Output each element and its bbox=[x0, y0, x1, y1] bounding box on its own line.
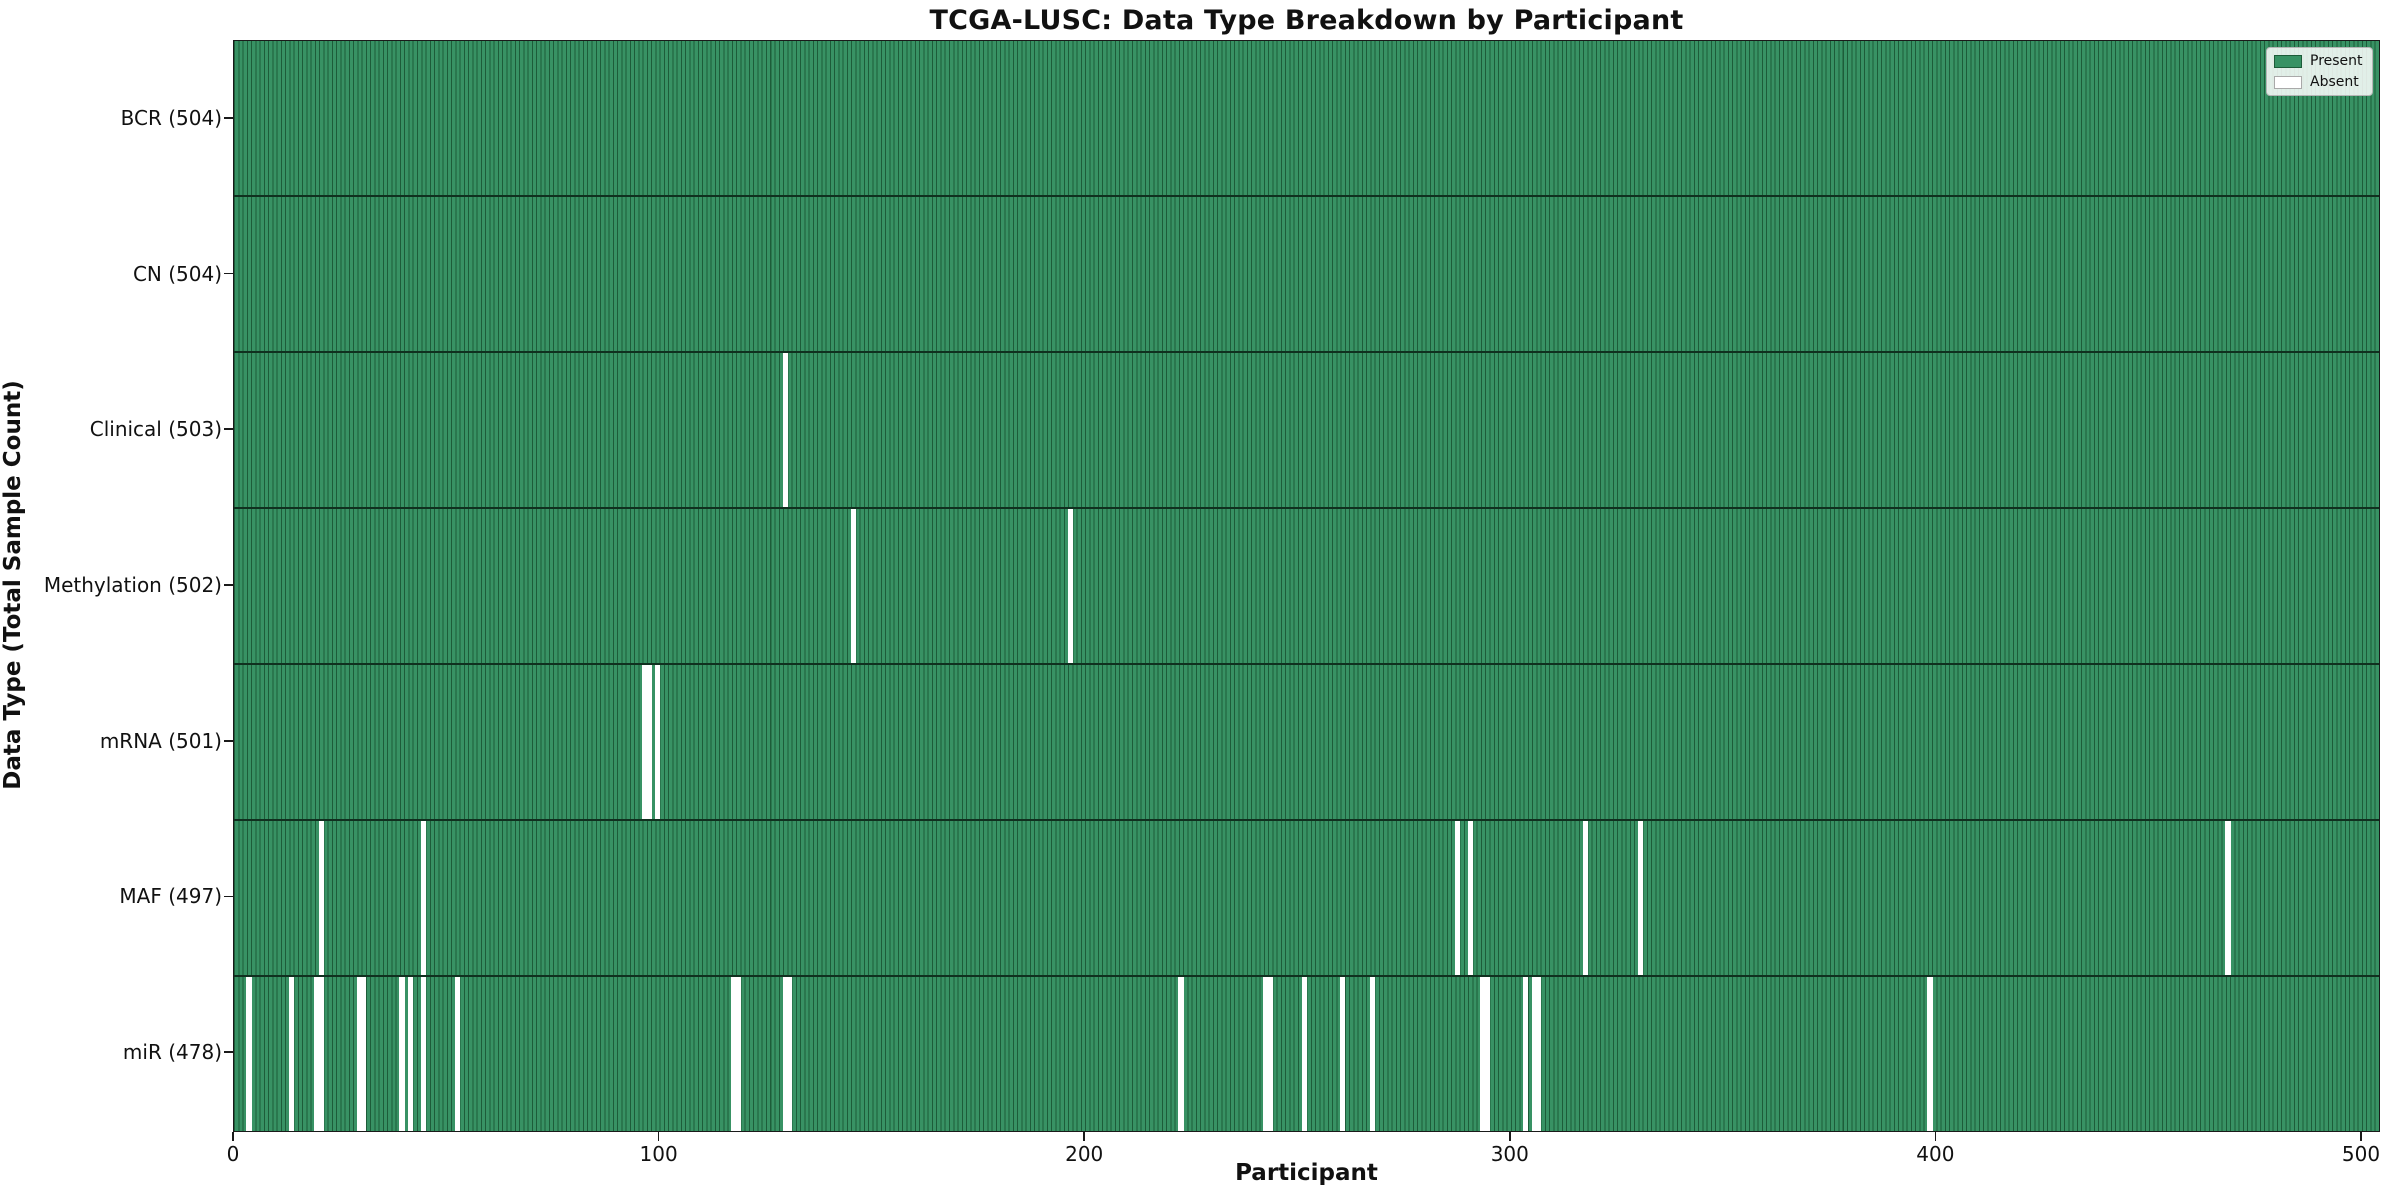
absent-stripe bbox=[1467, 821, 1473, 975]
absent-stripe bbox=[735, 977, 741, 1131]
y-tick-mark bbox=[224, 272, 233, 275]
row-label: MAF (497) bbox=[119, 884, 222, 909]
absent-stripe bbox=[1263, 977, 1269, 1131]
absent-stripe bbox=[1178, 977, 1184, 1131]
absent-stripe bbox=[1369, 977, 1376, 1131]
legend-label-present: Present bbox=[2310, 53, 2363, 69]
absent-stripe bbox=[420, 977, 426, 1131]
x-tick-label: 200 bbox=[1065, 1142, 1104, 1166]
absent-stripe bbox=[356, 977, 363, 1131]
absent-stripe bbox=[288, 977, 295, 1131]
y-tick-mark bbox=[224, 895, 233, 898]
absent-stripe bbox=[1340, 977, 1346, 1131]
present-swatch-icon bbox=[2274, 54, 2302, 68]
chart-title: TCGA-LUSC: Data Type Breakdown by Partic… bbox=[929, 5, 1684, 36]
x-tick-label: 0 bbox=[226, 1142, 240, 1166]
absent-stripe bbox=[318, 821, 324, 975]
heatmap-row-clinical bbox=[234, 353, 2379, 509]
absent-stripe bbox=[420, 821, 426, 975]
y-tick-mark bbox=[224, 428, 233, 431]
row-label: BCR (504) bbox=[120, 105, 222, 130]
absent-stripe bbox=[654, 665, 661, 819]
row-label: CN (504) bbox=[132, 261, 222, 286]
row-label: mRNA (501) bbox=[99, 728, 222, 753]
absent-swatch-icon bbox=[2274, 75, 2302, 89]
absent-stripe bbox=[782, 353, 788, 507]
absent-stripe bbox=[1454, 821, 1461, 975]
absent-stripe bbox=[786, 977, 793, 1131]
absent-stripe bbox=[1523, 977, 1529, 1131]
absent-stripe bbox=[399, 977, 405, 1131]
legend-item-absent: Absent bbox=[2274, 74, 2363, 90]
absent-stripe bbox=[731, 977, 737, 1131]
absent-stripe bbox=[1582, 821, 1588, 975]
heatmap-row-methylation bbox=[234, 509, 2379, 665]
plot-area bbox=[233, 40, 2380, 1132]
heatmap-row-cn bbox=[234, 197, 2379, 353]
legend-item-present: Present bbox=[2274, 53, 2363, 69]
absent-stripe bbox=[1531, 977, 1537, 1131]
x-tick-mark bbox=[1934, 1132, 1937, 1141]
absent-stripe bbox=[782, 977, 788, 1131]
heatmap-row-mrna bbox=[234, 665, 2379, 821]
x-tick-mark bbox=[1083, 1132, 1085, 1141]
x-tick-label: 400 bbox=[1916, 1142, 1955, 1166]
absent-stripe bbox=[407, 977, 414, 1131]
absent-stripe bbox=[642, 665, 648, 819]
x-tick-mark bbox=[657, 1132, 660, 1141]
x-axis-label: Participant bbox=[1235, 1160, 1378, 1186]
absent-stripe bbox=[1267, 977, 1273, 1131]
x-tick-label: 100 bbox=[639, 1142, 678, 1166]
y-tick-mark bbox=[224, 739, 233, 742]
legend: Present Absent bbox=[2266, 47, 2373, 96]
x-tick-label: 300 bbox=[1490, 1142, 1529, 1166]
row-label: Methylation (502) bbox=[43, 573, 222, 597]
heatmap-row-maf bbox=[234, 821, 2379, 977]
absent-stripe bbox=[2225, 821, 2231, 975]
y-tick-mark bbox=[224, 117, 233, 119]
x-tick-label: 500 bbox=[2341, 1142, 2381, 1166]
absent-stripe bbox=[1480, 977, 1486, 1131]
absent-stripe bbox=[318, 977, 324, 1131]
absent-stripe bbox=[1927, 977, 1933, 1131]
absent-stripe bbox=[361, 977, 367, 1131]
absent-stripe bbox=[1637, 821, 1644, 975]
row-label: Clinical (503) bbox=[89, 417, 222, 442]
x-tick-mark bbox=[232, 1132, 234, 1141]
absent-stripe bbox=[1067, 509, 1073, 663]
x-tick-mark bbox=[2360, 1132, 2362, 1141]
legend-label-absent: Absent bbox=[2310, 74, 2359, 90]
absent-stripe bbox=[454, 977, 461, 1131]
absent-stripe bbox=[1484, 977, 1490, 1131]
absent-stripe bbox=[850, 509, 856, 663]
row-label: miR (478) bbox=[122, 1040, 222, 1065]
x-tick-mark bbox=[1508, 1132, 1511, 1141]
absent-stripe bbox=[1301, 977, 1307, 1131]
absent-stripe bbox=[646, 665, 652, 819]
absent-stripe bbox=[246, 977, 252, 1131]
absent-stripe bbox=[1535, 977, 1542, 1131]
heatmap-row-mir bbox=[234, 977, 2379, 1131]
absent-stripe bbox=[314, 977, 320, 1131]
y-tick-mark bbox=[224, 584, 233, 586]
heatmap-row-bcr bbox=[234, 41, 2379, 197]
y-tick-mark bbox=[224, 1051, 233, 1053]
